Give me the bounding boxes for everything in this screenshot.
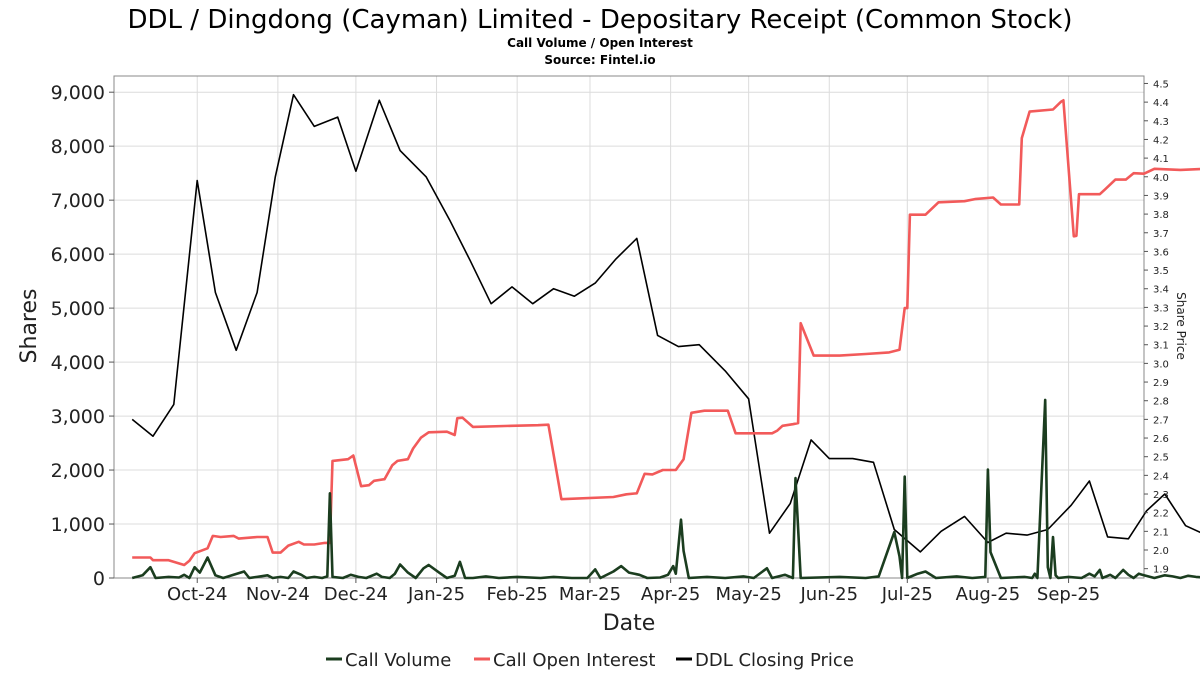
y-tick-label: 3,000	[51, 406, 105, 428]
y2-tick-label: 3.5	[1153, 266, 1169, 277]
x-tick-label: Apr-25	[641, 584, 700, 605]
x-tick-label: Dec-24	[324, 584, 388, 605]
y2-tick-label: 3.9	[1153, 191, 1169, 202]
y-tick-label: 5,000	[51, 298, 105, 320]
y2-tick-label: 4.5	[1153, 79, 1169, 90]
legend-label-ddl-closing-price: DDL Closing Price	[695, 650, 854, 671]
y2-tick-label: 2.4	[1153, 471, 1169, 482]
y2-tick-label: 2.2	[1153, 509, 1169, 520]
y2-tick-label: 3.2	[1153, 322, 1169, 333]
y-tick-label: 4,000	[51, 352, 105, 374]
series-line-call-open-interest	[132, 99, 1200, 567]
legend-label-call-open-interest: Call Open Interest	[493, 650, 655, 671]
y-tick-label: 0	[93, 568, 105, 590]
y2-tick-label: 3.0	[1153, 359, 1169, 370]
series-line-call-volume	[131, 398, 1200, 580]
y-tick-label: 6,000	[51, 244, 105, 266]
x-tick-label: Oct-24	[167, 584, 228, 605]
x-tick-label: Nov-24	[246, 584, 310, 605]
y2-tick-label: 3.3	[1153, 303, 1169, 314]
y2-tick-label: 3.4	[1153, 285, 1169, 296]
x-axis-ticks: Oct-24 Nov-24 Dec-24 Jan-25 Feb-25 Mar-25 Apr-…	[167, 578, 1100, 605]
y2-tick-label: 2.3	[1153, 490, 1169, 501]
x-axis-label: Date	[603, 611, 656, 636]
y2-axis-label: Share Price	[1174, 292, 1188, 360]
y2-tick-label: 2.8	[1153, 397, 1169, 408]
y2-tick-label: 4.0	[1153, 173, 1169, 184]
chart-source: Source: Fintel.io	[544, 53, 655, 67]
x-tick-label: Feb-25	[487, 584, 548, 605]
series-layer	[131, 93, 1200, 580]
grid	[114, 76, 1144, 579]
y-axis-label: Shares	[17, 289, 42, 364]
x-tick-label: Jun-25	[800, 584, 859, 605]
x-tick-label: Jul-25	[881, 584, 933, 605]
y2-tick-label: 3.6	[1153, 247, 1169, 258]
y2-tick-label: 4.1	[1153, 154, 1169, 165]
legend-label-call-volume: Call Volume	[345, 650, 451, 671]
y-tick-label: 9,000	[51, 82, 105, 104]
y2-tick-label: 3.1	[1153, 341, 1169, 352]
y-tick-label: 8,000	[51, 136, 105, 158]
y2-tick-label: 2.0	[1153, 546, 1169, 557]
y-tick-label: 2,000	[51, 460, 105, 482]
y2-axis-ticks: 1.9 2.0 2.1 2.2 2.3 2.4 2.5 2.6 2.7 2.8 2.9 3.0 3.1 3…	[1144, 79, 1169, 576]
y-tick-label: 7,000	[51, 190, 105, 212]
y-axis-ticks: 0 1,000 2,000 3,000 4,000 5,000 6,000 7,000 8,00…	[51, 82, 114, 590]
x-tick-label: May-25	[715, 584, 781, 605]
y2-tick-label: 4.3	[1153, 117, 1169, 128]
y2-tick-label: 3.8	[1153, 210, 1169, 221]
y2-tick-label: 4.2	[1153, 135, 1169, 146]
y2-tick-label: 2.5	[1153, 453, 1169, 464]
y2-tick-label: 2.6	[1153, 434, 1169, 445]
chart-title: DDL / Dingdong (Cayman) Limited - Deposi…	[128, 5, 1073, 35]
legend: Call Volume Call Open Interest DDL Closing…	[326, 650, 854, 671]
y2-tick-label: 2.1	[1153, 527, 1169, 538]
series-line-ddl-closing-price	[131, 93, 1200, 553]
y2-tick-label: 2.9	[1153, 378, 1169, 389]
y2-tick-label: 2.7	[1153, 415, 1169, 426]
x-tick-label: Sep-25	[1037, 584, 1100, 605]
x-tick-label: Aug-25	[956, 584, 1021, 605]
y2-tick-label: 4.4	[1153, 98, 1169, 109]
chart-subtitle: Call Volume / Open Interest	[507, 36, 693, 50]
y-tick-label: 1,000	[51, 514, 105, 536]
plot-area	[113, 75, 1145, 579]
y2-tick-label: 3.7	[1153, 229, 1169, 240]
x-tick-label: Jan-25	[407, 584, 465, 605]
y2-tick-label: 1.9	[1153, 565, 1169, 576]
x-tick-label: Mar-25	[559, 584, 621, 605]
